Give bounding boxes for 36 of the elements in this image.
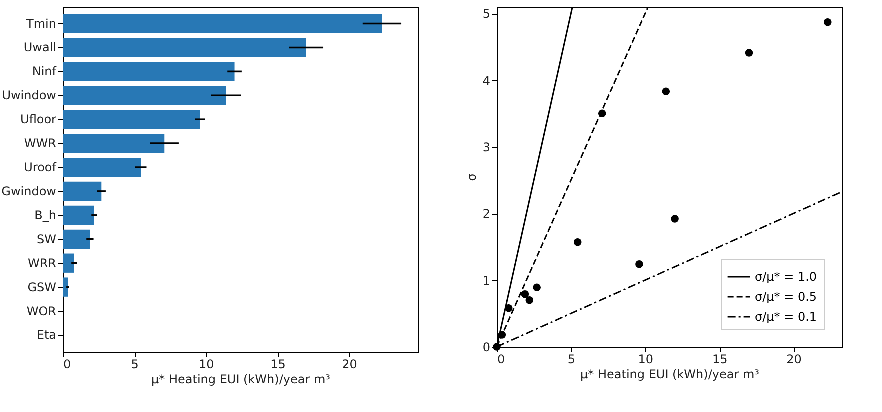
x-tick-label: 10 — [638, 352, 654, 366]
y-axis-title: σ — [464, 173, 479, 182]
legend-label: σ/μ* = 0.1 — [755, 310, 818, 324]
y-tick-label: SW — [37, 232, 57, 246]
x-tick-label: 0 — [64, 358, 72, 372]
y-tick-label: Eta — [36, 328, 56, 342]
x-tick-label: 15 — [712, 352, 728, 366]
y-tick-label: Ufloor — [20, 112, 57, 127]
y-tick-label: Gwindow — [2, 184, 57, 198]
x-tick-label: 20 — [342, 358, 358, 372]
y-tick-label: 2 — [482, 207, 490, 222]
y-tick-label: B_h — [34, 208, 56, 222]
y-tick-label: WWR — [24, 136, 56, 151]
x-axis-title: μ* Heating EUI (kWh)/year m³ — [580, 368, 760, 382]
y-tick-label: 4 — [482, 74, 490, 88]
x-tick-label: 5 — [568, 352, 576, 366]
y-tick-label: 5 — [482, 7, 490, 22]
x-tick-label: 15 — [270, 358, 286, 372]
x-tick-label: 0 — [498, 352, 506, 366]
x-axis-title: μ* Heating EUI (kWh)/year m³ — [152, 372, 331, 386]
x-tick-label: 5 — [131, 358, 139, 372]
y-tick-label: GSW — [28, 280, 57, 294]
y-tick-label: 1 — [482, 274, 490, 288]
y-tick-label: Uroof — [24, 160, 58, 175]
y-tick-label: Ninf — [32, 64, 58, 79]
y-tick-label: 0 — [482, 340, 490, 354]
y-tick-label: 3 — [482, 140, 490, 154]
x-tick-label: 20 — [786, 352, 802, 366]
y-tick-label: Uwindow — [2, 88, 57, 103]
x-tick-label: 10 — [199, 358, 214, 372]
legend-label: σ/μ* = 0.5 — [755, 290, 818, 304]
y-tick-label: Tmin — [26, 16, 56, 31]
legend-label: σ/μ* = 1.0 — [755, 270, 818, 284]
y-tick-label: Uwall — [24, 40, 56, 55]
y-tick-label: WOR — [26, 304, 56, 318]
y-tick-label: WRR — [28, 256, 56, 270]
